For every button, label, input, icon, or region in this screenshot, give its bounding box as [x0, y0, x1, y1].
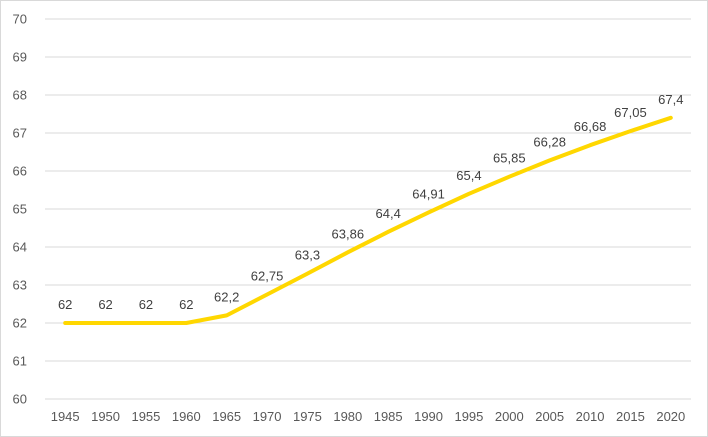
y-tick-label: 68 [13, 88, 27, 103]
x-tick-label: 1980 [333, 409, 362, 424]
x-tick-label: 1960 [172, 409, 201, 424]
x-tick-label: 1945 [51, 409, 80, 424]
x-tick-label: 1965 [212, 409, 241, 424]
x-tick-label: 1955 [131, 409, 160, 424]
data-label: 63,86 [332, 226, 365, 241]
x-tick-label: 2020 [656, 409, 685, 424]
y-tick-label: 60 [13, 392, 27, 407]
data-label: 63,3 [295, 248, 320, 263]
data-label: 64,91 [412, 186, 445, 201]
data-label: 66,28 [533, 134, 566, 149]
x-tick-label: 1975 [293, 409, 322, 424]
x-tick-label: 1950 [91, 409, 120, 424]
data-label: 65,4 [456, 168, 481, 183]
data-label: 62 [139, 297, 153, 312]
y-tick-label: 64 [13, 240, 27, 255]
data-label: 62,75 [251, 269, 284, 284]
y-tick-label: 61 [13, 354, 27, 369]
y-tick-label: 63 [13, 278, 27, 293]
y-tick-label: 66 [13, 164, 27, 179]
x-tick-label: 2010 [576, 409, 605, 424]
x-axis-ticks: 1945 1950 1955 1960 1965 1970 1975 1980 1985 1990… [51, 409, 686, 424]
y-tick-label: 67 [13, 126, 27, 141]
x-tick-label: 2005 [535, 409, 564, 424]
data-label: 62 [179, 297, 193, 312]
data-label: 66,68 [574, 119, 607, 134]
x-tick-label: 1985 [374, 409, 403, 424]
gridlines [45, 18, 691, 400]
y-axis-ticks: 60 61 62 63 64 65 66 67 68 69 70 [13, 12, 27, 407]
data-label: 67,05 [614, 105, 647, 120]
data-label: 62 [58, 297, 72, 312]
x-tick-label: 2015 [616, 409, 645, 424]
y-tick-label: 69 [13, 50, 27, 65]
data-label: 65,85 [493, 151, 526, 166]
x-tick-label: 1990 [414, 409, 443, 424]
x-tick-label: 1995 [454, 409, 483, 424]
data-label: 67,4 [658, 92, 683, 107]
data-label: 62,2 [214, 289, 239, 304]
data-labels: 62 62 62 62 62,2 62,75 63,3 63,86 64,4 64,91 65,4 6… [58, 92, 684, 312]
y-tick-label: 62 [13, 316, 27, 331]
series-line [63, 115, 673, 325]
y-tick-label: 70 [13, 12, 27, 27]
y-tick-label: 65 [13, 202, 27, 217]
data-label: 62 [98, 297, 112, 312]
x-tick-label: 1970 [253, 409, 282, 424]
data-label: 64,4 [376, 206, 401, 221]
x-tick-label: 2000 [495, 409, 524, 424]
